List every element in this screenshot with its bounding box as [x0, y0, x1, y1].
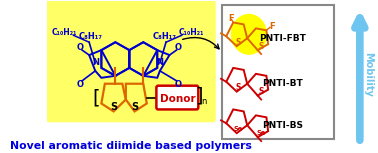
Text: n: n [202, 97, 207, 106]
Text: Donor: Donor [160, 93, 195, 104]
Text: O: O [77, 80, 84, 89]
Text: S: S [259, 87, 264, 96]
Text: C₁₀H₂₁: C₁₀H₂₁ [178, 28, 204, 37]
Text: PNTI-BS: PNTI-BS [262, 121, 304, 130]
Circle shape [231, 15, 266, 54]
Text: O: O [77, 43, 84, 52]
Text: S: S [131, 103, 138, 112]
Text: S: S [110, 103, 117, 112]
Text: Se: Se [234, 126, 243, 132]
Text: F: F [269, 22, 274, 31]
Text: O: O [175, 43, 182, 52]
FancyBboxPatch shape [222, 5, 334, 139]
Text: ]: ] [195, 86, 203, 105]
Text: PNTI-FBT: PNTI-FBT [260, 34, 307, 43]
Text: PNTI-BT: PNTI-BT [263, 79, 304, 88]
Text: Mobility: Mobility [364, 52, 373, 97]
Text: O: O [175, 80, 182, 89]
Text: Novel aromatic diimide based polymers: Novel aromatic diimide based polymers [10, 141, 252, 151]
FancyBboxPatch shape [46, 0, 216, 122]
Text: Se: Se [257, 130, 266, 136]
Text: N: N [156, 58, 163, 67]
Text: C₈H₁₇: C₈H₁₇ [152, 32, 176, 41]
FancyBboxPatch shape [156, 86, 198, 109]
Text: N: N [92, 58, 99, 67]
Text: S: S [236, 83, 241, 92]
Text: [: [ [92, 88, 100, 107]
Text: C₁₀H₂₁: C₁₀H₂₁ [52, 28, 77, 37]
Text: S: S [259, 42, 264, 51]
Text: C₈H₁₇: C₈H₁₇ [79, 32, 103, 41]
Text: S: S [236, 38, 241, 47]
Text: F: F [229, 14, 234, 23]
